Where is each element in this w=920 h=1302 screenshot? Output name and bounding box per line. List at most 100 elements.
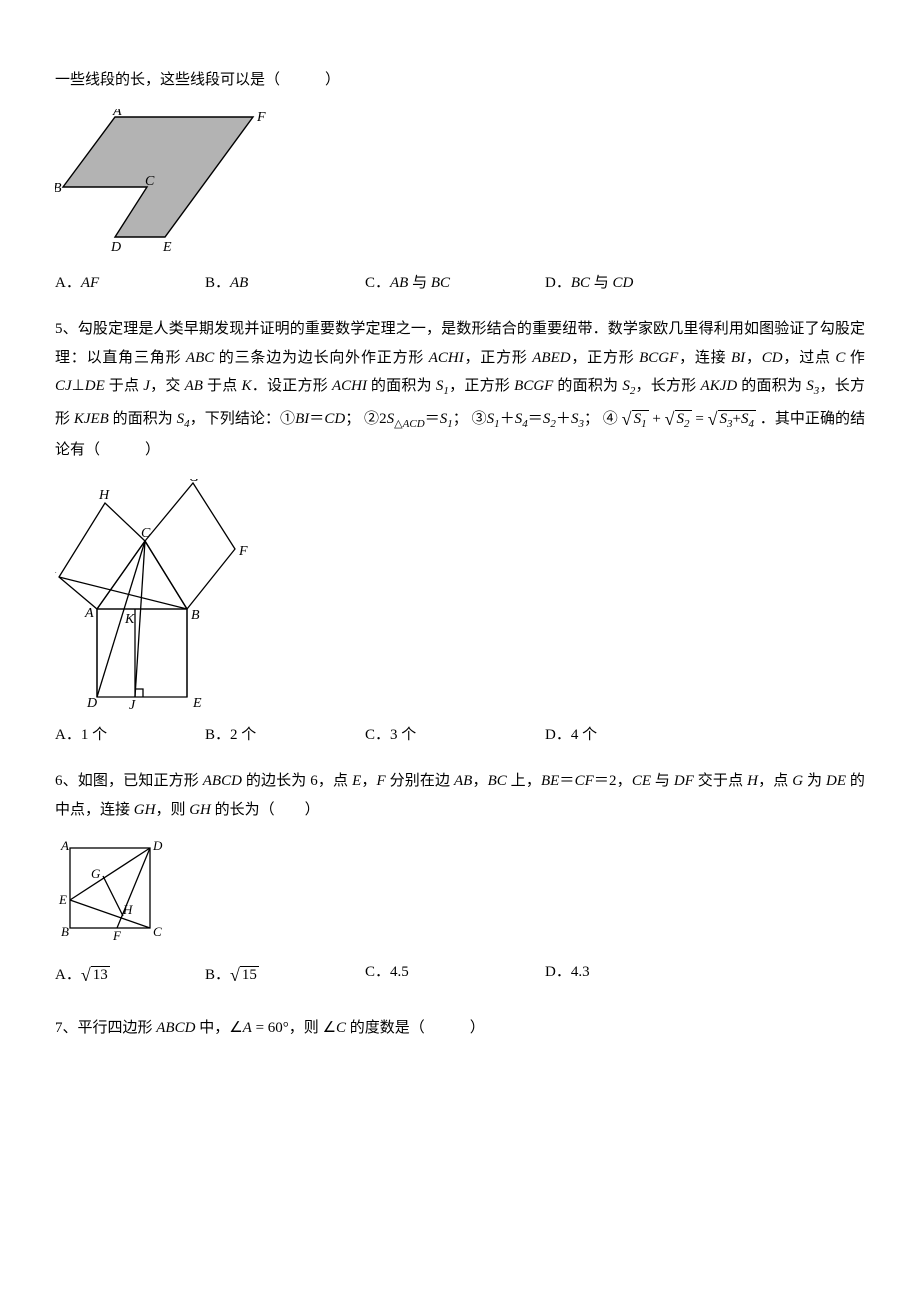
q5-option-b[interactable]: B．2 个	[205, 721, 365, 750]
svg-text:D: D	[86, 696, 97, 711]
svg-text:K: K	[124, 612, 135, 627]
t: ，过点	[783, 350, 836, 366]
t: ，点	[758, 773, 792, 789]
t: ．设正方形	[251, 378, 331, 394]
t: AB	[454, 773, 472, 789]
q6-option-a[interactable]: A．√13	[55, 958, 205, 992]
t: BCGF	[514, 378, 553, 394]
t: AB	[185, 378, 203, 394]
t: E	[352, 773, 361, 789]
opt-mid: 与	[408, 275, 431, 291]
svg-text:D: D	[110, 240, 121, 255]
q6-svg: ADBCEFGH	[55, 838, 175, 948]
p: D．	[545, 727, 571, 743]
t: 的面积为	[737, 378, 806, 394]
t: ；	[345, 411, 360, 427]
q4-svg: AFBCDE	[55, 109, 270, 259]
q5-option-a[interactable]: A．1 个	[55, 721, 205, 750]
t: 的面积为	[553, 378, 622, 394]
t: S	[720, 411, 728, 427]
svg-text:A: A	[112, 109, 122, 119]
t: ACHI	[332, 378, 367, 394]
q4-figure: AFBCDE	[55, 109, 865, 259]
t: ②	[364, 411, 379, 427]
t: BI	[295, 411, 309, 427]
t: ③	[472, 411, 487, 427]
q6-option-b[interactable]: B．√15	[205, 958, 365, 992]
t: 于点	[105, 378, 143, 394]
q4-tail-text: 一些线段的长，这些线段可以是（ ）	[55, 72, 340, 88]
q6-option-c[interactable]: C．4.5	[365, 958, 545, 992]
t: H	[747, 773, 758, 789]
sqrt-s2: √S2	[665, 402, 692, 436]
q4-option-d[interactable]: D．BC 与 CD	[545, 269, 633, 298]
opt-prefix: D．	[545, 275, 571, 291]
t: S	[634, 411, 642, 427]
t: ，长方形	[635, 378, 700, 394]
t: CJ	[55, 378, 72, 394]
t: 3 个	[390, 727, 416, 743]
t: 的面积为	[109, 411, 177, 427]
t: 7、平行四边形	[55, 1020, 156, 1036]
t: CE	[632, 773, 651, 789]
t: GH	[189, 802, 211, 818]
t: 1	[641, 418, 647, 430]
t: ，下列结论：	[190, 411, 280, 427]
p: A．	[55, 727, 81, 743]
t: 的长为（ ）	[211, 802, 320, 818]
t: ，正方形	[464, 350, 533, 366]
q5-option-d[interactable]: D．4 个	[545, 721, 597, 750]
t: ABED	[532, 350, 570, 366]
t: ＝	[594, 773, 609, 789]
t: BI	[731, 350, 745, 366]
t: ⊥	[72, 378, 85, 394]
t: BCGF	[639, 350, 678, 366]
t: ∠	[323, 1020, 336, 1036]
svg-text:E: E	[162, 240, 172, 255]
q4-option-c[interactable]: C．AB 与 BC	[365, 269, 545, 298]
svg-text:E: E	[192, 696, 202, 711]
opt-text: AF	[81, 275, 99, 291]
opt-text2: BC	[431, 275, 450, 291]
t: ，	[745, 350, 762, 366]
svg-text:A: A	[60, 838, 69, 853]
svg-text:G: G	[91, 866, 101, 881]
q6-figure: ADBCEFGH	[55, 838, 865, 948]
opt-text2: CD	[613, 275, 634, 291]
q5-options: A．1 个 B．2 个 C．3 个 D．4 个	[55, 721, 865, 750]
t: C	[835, 350, 845, 366]
t: 4 个	[571, 727, 597, 743]
opt-text: AB	[390, 275, 408, 291]
p: A．	[55, 967, 81, 983]
q5-svg: ABCDEKJIHGF	[55, 479, 250, 711]
q6-option-d[interactable]: D．4.3	[545, 958, 590, 992]
sqrt-s3s4: √S3+S4	[708, 402, 756, 436]
t: 的度数是（ ）	[346, 1020, 485, 1036]
t: 4.3	[571, 964, 590, 980]
svg-text:B: B	[55, 181, 62, 196]
q5-option-c[interactable]: C．3 个	[365, 721, 545, 750]
svg-text:B: B	[61, 924, 69, 939]
svg-text:H: H	[122, 902, 133, 917]
t: +	[733, 411, 741, 427]
svg-text:A: A	[84, 606, 94, 621]
q6-options: A．√13 B．√15 C．4.5 D．4.3	[55, 958, 865, 992]
t: CD	[324, 411, 345, 427]
t: BE	[541, 773, 559, 789]
svg-text:F: F	[112, 928, 122, 943]
q4-option-b[interactable]: B．AB	[205, 269, 365, 298]
p: B．	[205, 727, 230, 743]
p: D．	[545, 964, 571, 980]
t: CF	[575, 773, 594, 789]
svg-text:E: E	[58, 892, 67, 907]
t: ；	[453, 411, 468, 427]
q4-option-a[interactable]: A．AF	[55, 269, 205, 298]
opt-text: AB	[230, 275, 248, 291]
t: ∠	[229, 1020, 242, 1036]
sqrt-icon: √15	[230, 958, 259, 992]
t: ACHI	[429, 350, 464, 366]
t: ，则	[155, 802, 189, 818]
t: 15	[240, 966, 259, 984]
q5-text: 5、勾股定理是人类早期发现并证明的重要数学定理之一，是数形结合的重要纽带．数学家…	[55, 315, 865, 465]
t: BC	[488, 773, 507, 789]
